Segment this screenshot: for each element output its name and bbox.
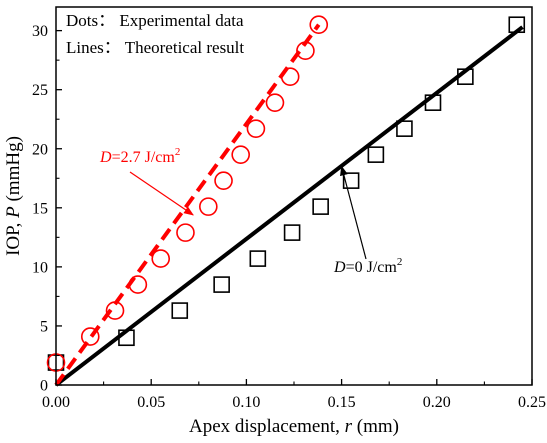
data-point-circle (309, 15, 329, 35)
data-point-square (283, 224, 301, 241)
data-point-circle (199, 197, 218, 216)
x-tick-label: 0.00 (42, 394, 70, 411)
annotations: D=2.7 J/cm2 D=0 J/cm2 (99, 146, 402, 276)
x-tick-label: 0.05 (137, 394, 165, 411)
data-point-circle (246, 119, 266, 138)
data-point-circle (105, 301, 125, 320)
data-point-square (457, 68, 474, 85)
data-point-square (118, 329, 135, 347)
data-point-circle (80, 327, 100, 346)
data-point-square (213, 276, 230, 293)
legend-entry-dots: Dots： Experimental data (66, 11, 244, 30)
y-tick-label: 15 (32, 200, 48, 217)
annotation-label: D=2.7 J/cm2 (99, 146, 180, 166)
annotation-label: D=0 J/cm2 (333, 256, 402, 276)
x-tick-label: 0.15 (328, 394, 356, 411)
fit-line-d0 (54, 25, 524, 387)
data-point-square (312, 198, 329, 215)
legend-entry-lines: Lines： Theoretical result (66, 38, 244, 57)
data-point-circle (214, 171, 233, 190)
data-point-circle (231, 145, 250, 164)
y-tick-label: 20 (32, 141, 48, 158)
y-axis-title: IOP, P (mmHg) (3, 136, 24, 256)
y-tick-label: 30 (32, 23, 48, 40)
fit-lines (54, 23, 524, 387)
x-tick-label: 0.10 (232, 394, 260, 411)
x-axis-title: Apex displacement, r (mm) (189, 416, 399, 437)
data-point-circle (296, 41, 315, 61)
data-markers (46, 15, 526, 372)
data-point-circle (128, 275, 148, 294)
data-point-circle (151, 249, 171, 268)
data-point-circle (265, 93, 285, 112)
data-point-square (171, 302, 189, 319)
y-tick-label: 25 (32, 82, 48, 99)
annotation-arrow (129, 171, 194, 216)
x-tick-label: 0.25 (518, 394, 546, 411)
fit-line-d27 (54, 23, 321, 387)
y-tick-label: 5 (40, 318, 48, 335)
y-tick-label: 10 (32, 259, 48, 276)
y-tick-label: 0 (40, 378, 48, 395)
data-point-square (342, 172, 360, 189)
data-point-square (367, 146, 385, 163)
y-axis-ticks: 0 5 10 15 20 25 30 (32, 23, 62, 395)
data-point-square (508, 16, 526, 34)
annotation-arrow (340, 165, 367, 260)
data-point-square (396, 120, 413, 137)
x-tick-label: 0.20 (423, 394, 451, 411)
data-point-circle (280, 67, 300, 86)
data-point-circle (176, 223, 195, 242)
data-point-square (424, 94, 442, 111)
data-point-square (249, 250, 267, 267)
x-axis-ticks: 0.00 0.05 0.10 0.15 0.20 0.25 (42, 379, 546, 411)
